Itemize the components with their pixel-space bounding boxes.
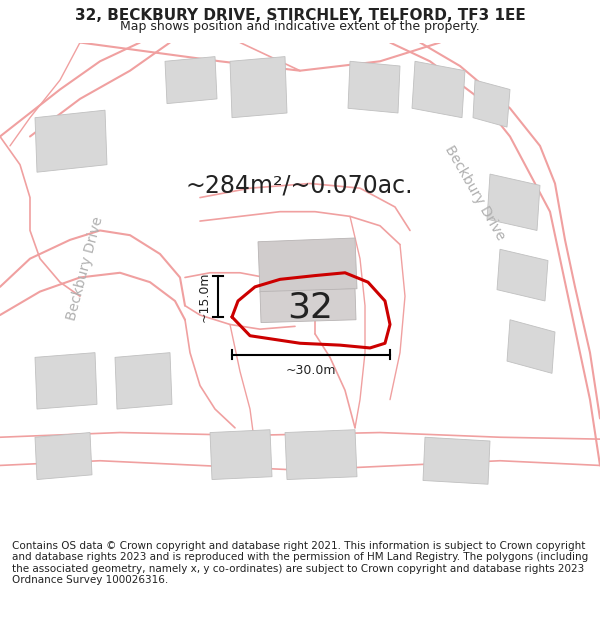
Polygon shape bbox=[348, 61, 400, 113]
Text: 32, BECKBURY DRIVE, STIRCHLEY, TELFORD, TF3 1EE: 32, BECKBURY DRIVE, STIRCHLEY, TELFORD, … bbox=[74, 9, 526, 24]
Polygon shape bbox=[35, 352, 97, 409]
Polygon shape bbox=[35, 110, 107, 173]
Polygon shape bbox=[412, 61, 465, 118]
Polygon shape bbox=[210, 430, 272, 479]
Text: Beckbury Drive: Beckbury Drive bbox=[442, 143, 508, 242]
Polygon shape bbox=[497, 249, 548, 301]
Polygon shape bbox=[165, 57, 217, 104]
Polygon shape bbox=[35, 432, 92, 479]
Polygon shape bbox=[260, 289, 356, 322]
Polygon shape bbox=[423, 438, 490, 484]
Polygon shape bbox=[473, 80, 510, 127]
Polygon shape bbox=[230, 57, 287, 118]
Polygon shape bbox=[487, 174, 540, 231]
Polygon shape bbox=[258, 238, 357, 292]
Text: Map shows position and indicative extent of the property.: Map shows position and indicative extent… bbox=[120, 20, 480, 33]
Polygon shape bbox=[507, 320, 555, 373]
Polygon shape bbox=[115, 352, 172, 409]
Text: Beckbury Drive: Beckbury Drive bbox=[64, 214, 106, 321]
Text: Contains OS data © Crown copyright and database right 2021. This information is : Contains OS data © Crown copyright and d… bbox=[12, 541, 588, 586]
Polygon shape bbox=[285, 430, 357, 479]
Text: 32: 32 bbox=[287, 291, 333, 324]
Text: ~30.0m: ~30.0m bbox=[286, 364, 336, 377]
Text: ~284m²/~0.070ac.: ~284m²/~0.070ac. bbox=[185, 174, 413, 198]
Text: ~15.0m: ~15.0m bbox=[198, 271, 211, 321]
